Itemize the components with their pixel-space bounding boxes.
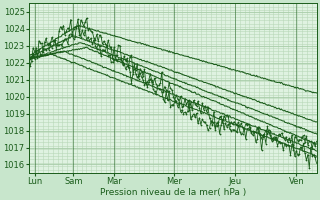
X-axis label: Pression niveau de la mer( hPa ): Pression niveau de la mer( hPa ) <box>100 188 246 197</box>
